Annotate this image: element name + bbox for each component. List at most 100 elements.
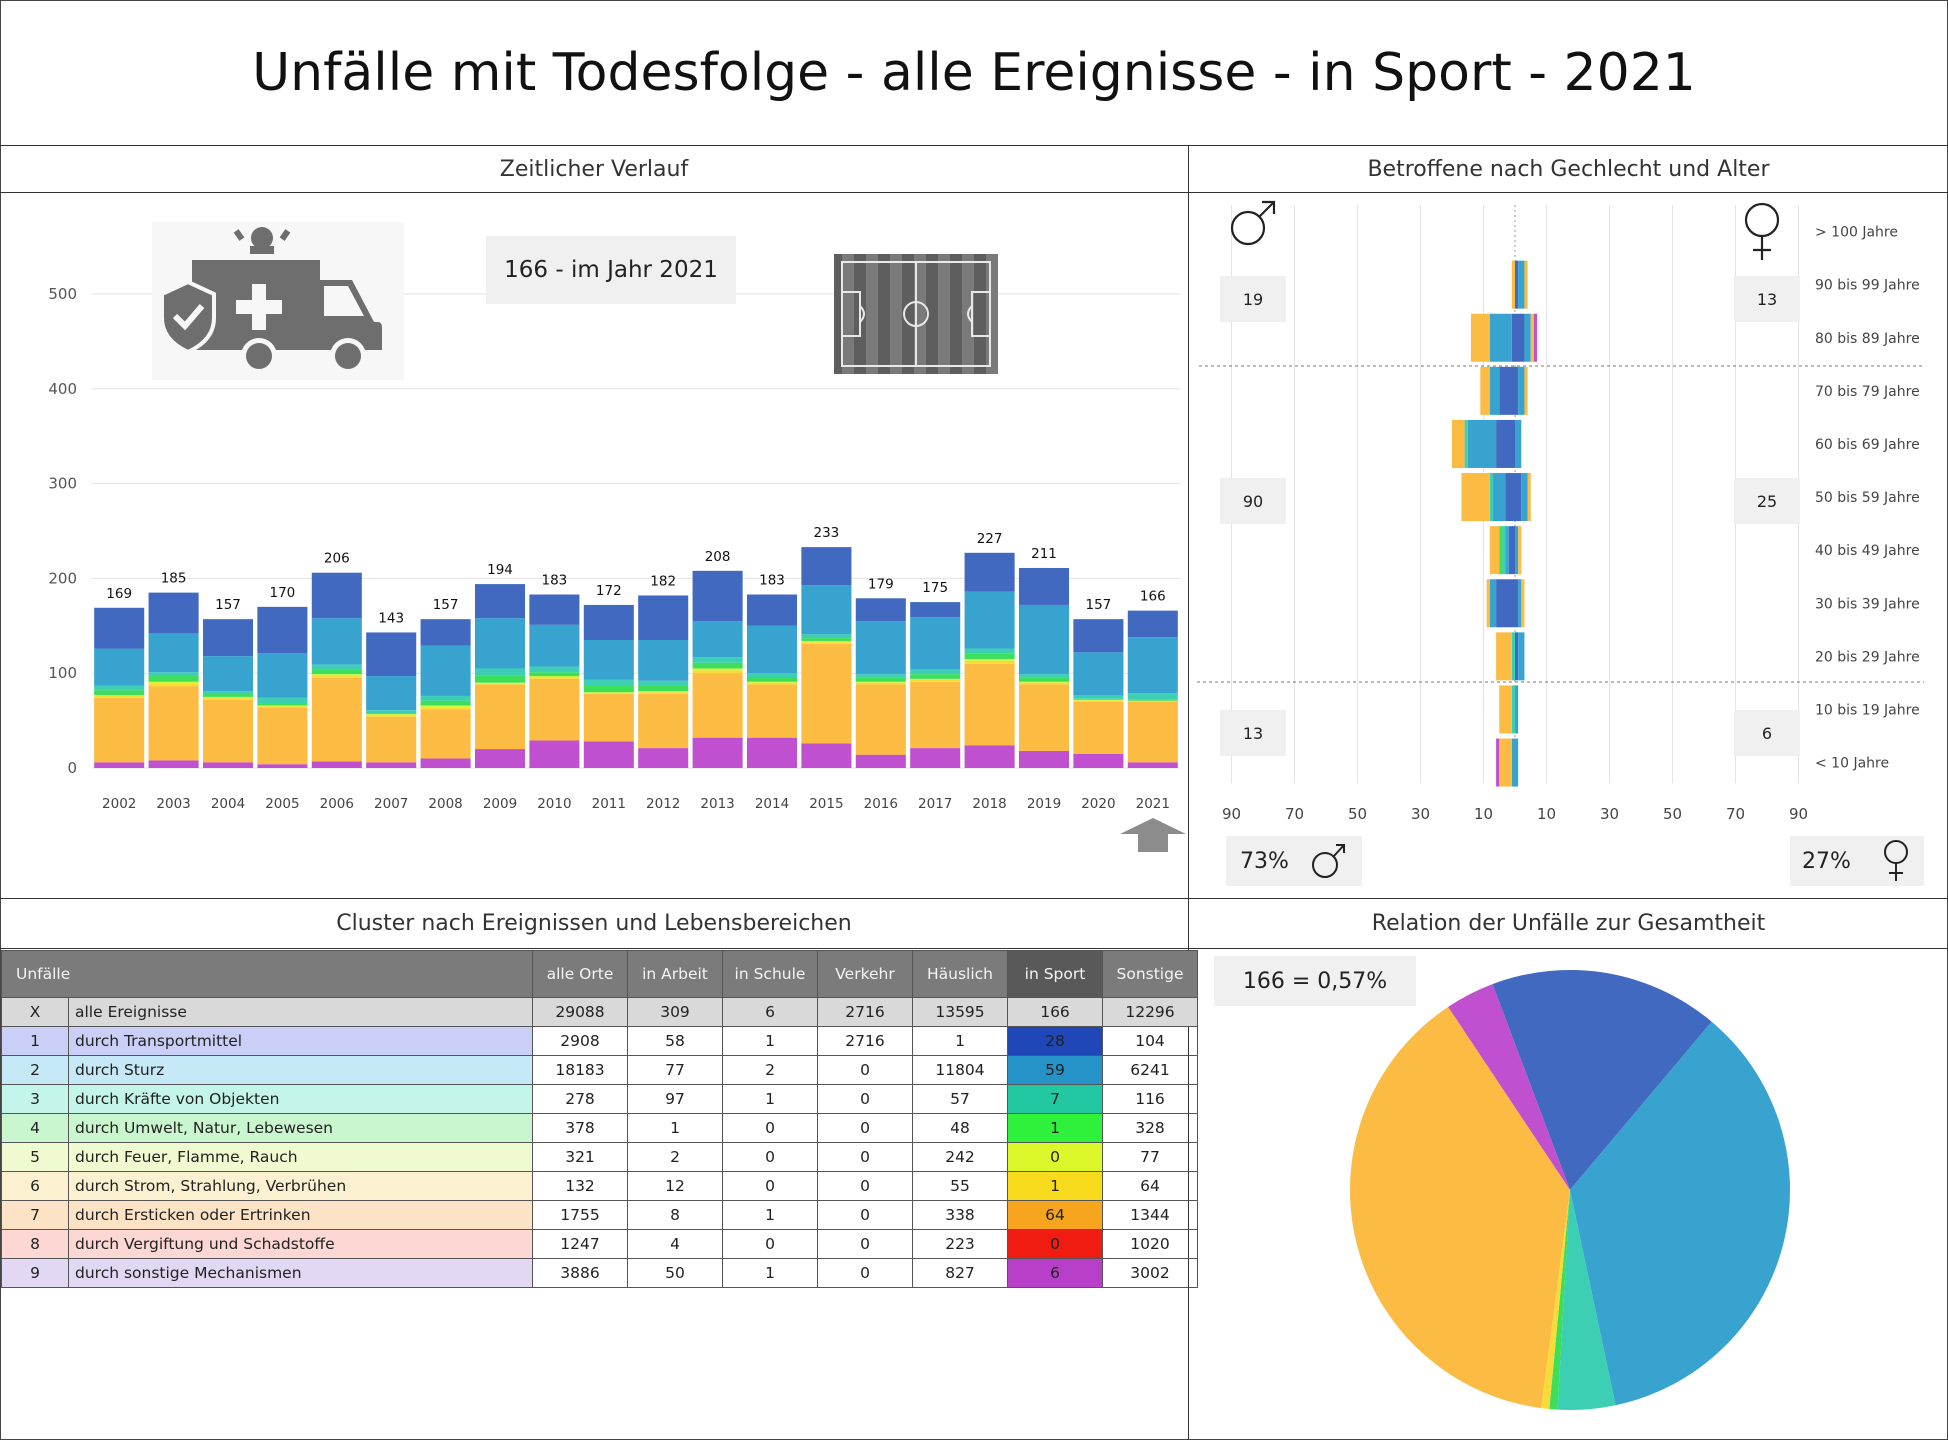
bar-segment-feuer	[692, 668, 743, 671]
x-tick-label: 2018	[972, 796, 1006, 812]
bar-segment-umwelt	[910, 674, 961, 679]
female-bar-ertrinken	[1521, 579, 1525, 628]
bar-segment-strom	[366, 714, 417, 717]
row-value: 278	[532, 1084, 628, 1114]
header-unfaelle[interactable]: Unfälle	[1, 950, 533, 998]
row-value: 2	[627, 1142, 723, 1172]
bar-segment-ertrinken	[692, 673, 743, 738]
row-name: durch sonstige Mechanismen	[68, 1258, 533, 1288]
age-group-label: 80 bis 89 Jahre	[1815, 331, 1920, 347]
bar-total-label: 157	[433, 597, 459, 613]
bar-segment-sonstige	[1127, 762, 1178, 768]
bar-segment-sturz	[94, 648, 145, 686]
bar-segment-kraefte	[1073, 695, 1124, 699]
female-bar-transport	[1515, 632, 1519, 681]
row-value: 0	[1007, 1142, 1103, 1172]
female-bar-transport	[1515, 260, 1519, 309]
bar-segment-kraefte	[583, 679, 634, 686]
bar-segment-sonstige	[638, 748, 689, 768]
bar-segment-feuer	[1073, 699, 1124, 701]
header-sonstige[interactable]: Sonstige	[1102, 950, 1198, 998]
table-row: 2 durch Sturz 18183 77 2 0 11804 59 6241	[1, 1055, 1198, 1085]
bar-segment-strom	[855, 682, 906, 685]
female-bar-transport	[1515, 579, 1519, 628]
bar-segment-sonstige	[1073, 753, 1124, 768]
row-id: 4	[1, 1113, 69, 1143]
bar-segment-sonstige	[964, 745, 1015, 768]
row-value: 1	[722, 1200, 818, 1230]
relation-pie-chart	[1350, 970, 1790, 1410]
row-value: 2	[722, 1055, 818, 1085]
row-value: 4	[627, 1229, 723, 1259]
x-tick-label: 90	[1222, 805, 1241, 823]
panel-title-timeline: Zeitlicher Verlauf	[499, 156, 689, 182]
male-bar-ertrinken	[1480, 366, 1490, 415]
bar-segment-feuer	[1018, 681, 1070, 683]
header-in-arbeit[interactable]: in Arbeit	[627, 950, 723, 998]
bar-segment-kraefte	[746, 673, 798, 677]
bar-total-label: 157	[215, 597, 241, 613]
bar-segment-ertrinken	[1073, 701, 1124, 754]
row-value: 48	[912, 1113, 1008, 1143]
bar-segment-feuer	[202, 696, 254, 698]
table-row: 3 durch Kräfte von Objekten 278 97 1 0 57 7 116	[1, 1084, 1198, 1114]
x-tick-label: 2005	[265, 796, 299, 812]
bar-segment-sturz	[964, 591, 1015, 649]
bar-segment-sturz	[1073, 652, 1124, 696]
bar-total-label: 233	[814, 525, 840, 541]
x-tick-label: 2008	[428, 796, 462, 812]
pie-slice-ertrinken	[1350, 1006, 1570, 1409]
table-row: 5 durch Feuer, Flamme, Rauch 321 2 0 0 242 0 77	[1, 1142, 1198, 1172]
male-total-80-plus: 19	[1220, 276, 1286, 322]
row-value: 166	[1007, 997, 1103, 1027]
male-bar-transport	[1496, 579, 1515, 628]
row-id: 8	[1, 1229, 69, 1259]
x-tick-label: 50	[1663, 805, 1682, 823]
divider	[0, 948, 1948, 949]
male-bar-transport	[1505, 473, 1515, 522]
row-value: 2716	[817, 1026, 913, 1056]
header-in-sport[interactable]: in Sport	[1007, 950, 1103, 998]
female-bar-ertrinken	[1527, 473, 1531, 522]
x-tick-label: 2020	[1081, 796, 1115, 812]
female-bar-sturz	[1518, 366, 1525, 415]
bar-total-label: 170	[270, 585, 296, 601]
table-row: 1 durch Transportmittel 2908 58 1 2716 1 28 104	[1, 1026, 1198, 1056]
male-bar-sturz	[1489, 366, 1500, 415]
female-bar-sturz	[1521, 473, 1528, 522]
bar-segment-transport	[474, 584, 526, 619]
bar-segment-ertrinken	[148, 686, 199, 761]
bar-segment-feuer	[583, 692, 634, 694]
row-value: 1247	[532, 1229, 628, 1259]
header-in-schule[interactable]: in Schule	[722, 950, 818, 998]
x-tick-label: 30	[1600, 805, 1619, 823]
bar-segment-transport	[801, 547, 852, 586]
bar-segment-transport	[583, 604, 634, 641]
male-bar-kraefte	[1489, 473, 1493, 522]
header-haeuslich[interactable]: Häuslich	[912, 950, 1008, 998]
row-id: 2	[1, 1055, 69, 1085]
bar-segment-transport	[94, 607, 145, 649]
bar-segment-kraefte	[202, 691, 254, 695]
row-value: 58	[627, 1026, 723, 1056]
bar-segment-ertrinken	[474, 684, 526, 750]
bar-segment-strom	[311, 676, 362, 678]
bar-segment-sturz	[692, 621, 743, 658]
header-verkehr[interactable]: Verkehr	[817, 950, 913, 998]
bar-segment-transport	[964, 552, 1015, 592]
bar-segment-ertrinken	[529, 678, 580, 741]
bar-segment-sturz	[801, 585, 852, 635]
bar-segment-strom	[692, 670, 743, 674]
bar-segment-transport	[257, 606, 308, 654]
row-value: 378	[532, 1113, 628, 1143]
bar-segment-transport	[529, 594, 580, 625]
bar-segment-ertrinken	[964, 663, 1015, 746]
header-alle-orte[interactable]: alle Orte	[532, 950, 628, 998]
bar-segment-umwelt	[855, 677, 906, 682]
bar-segment-sturz	[257, 653, 308, 698]
male-bar-transport	[1496, 419, 1515, 468]
female-bar-transport	[1515, 366, 1519, 415]
bar-segment-ertrinken	[202, 699, 254, 763]
bar-segment-umwelt	[964, 653, 1015, 659]
male-bar-ertrinken	[1489, 526, 1500, 575]
